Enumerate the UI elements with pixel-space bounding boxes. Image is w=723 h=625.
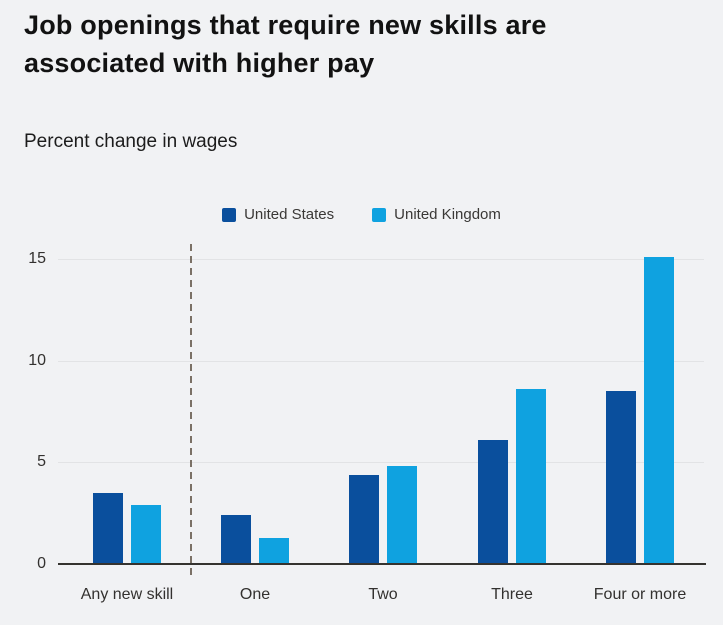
bar-uk-2 <box>387 466 417 564</box>
y-tick-label: 0 <box>37 555 46 572</box>
gridline <box>58 462 704 463</box>
x-category-label: One <box>239 586 271 603</box>
bar-us-3 <box>478 440 508 564</box>
legend-swatch-icon <box>222 207 237 222</box>
legend-item: United Kingdom <box>372 206 501 223</box>
gridline <box>58 259 704 260</box>
bar-us-4 <box>606 391 636 564</box>
y-tick-label: 15 <box>28 250 46 267</box>
x-category-label: Three <box>491 586 533 603</box>
bar-us-2 <box>349 475 379 564</box>
legend-item: United States <box>222 206 334 223</box>
legend: United States United Kingdom <box>0 206 723 223</box>
y-tick-label: 5 <box>37 453 46 470</box>
gridline <box>58 361 704 362</box>
legend-label: United States <box>244 206 335 223</box>
bar-uk-1 <box>259 538 289 564</box>
x-axis-line <box>58 563 706 565</box>
legend-swatch-icon <box>372 207 387 222</box>
chart-title: Job openings that require new skills are… <box>24 10 547 78</box>
bar-uk-0 <box>131 505 161 564</box>
chart-subtitle: Percent change in wages <box>24 131 238 152</box>
x-category-label: Four or more <box>593 586 687 603</box>
bar-us-0 <box>93 493 123 564</box>
x-category-label: Any new skill <box>80 586 174 603</box>
bar-us-1 <box>221 515 251 564</box>
separator-dashed-line <box>190 244 192 578</box>
x-category-label: Two <box>368 586 398 603</box>
legend-label: United Kingdom <box>394 206 501 223</box>
y-tick-label: 10 <box>28 352 46 369</box>
bar-uk-3 <box>516 389 546 564</box>
bar-uk-4 <box>644 257 674 564</box>
